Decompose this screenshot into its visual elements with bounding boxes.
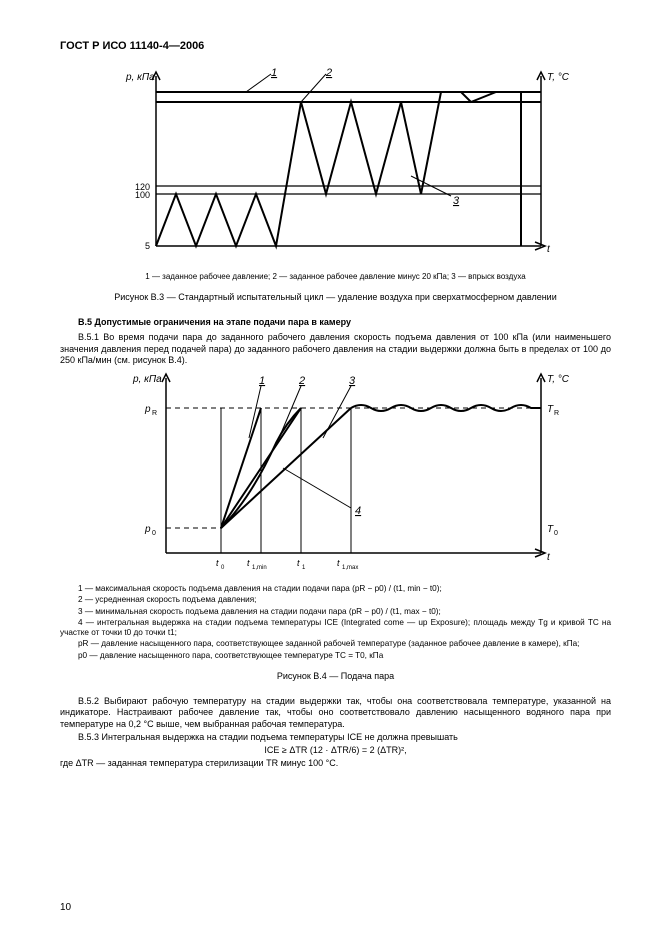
chart-b4-svg: p, кПа T, °C t pR p0 TR T0 t0 t1,min t1 … xyxy=(101,368,571,578)
para-b5-2: В.5.2 Выбирают рабочую температуру на ст… xyxy=(60,696,611,730)
axis-t-label: T, °C xyxy=(547,72,570,83)
svg-text:3: 3 xyxy=(349,375,356,387)
figure-b3: p, кПа T, °C t 120 100 5 1 2 3 xyxy=(60,66,611,266)
svg-text:0: 0 xyxy=(554,530,558,537)
page-number: 10 xyxy=(60,902,71,915)
callout-3: 3 xyxy=(453,195,460,207)
page: ГОСТ Р ИСО 11140-4—2006 xyxy=(0,0,661,936)
figure-b3-legend: 1 — заданное рабочее давление; 2 — задан… xyxy=(60,272,611,282)
svg-text:0: 0 xyxy=(152,530,156,537)
para-b5-3: В.5.3 Интегральная выдержка на стадии по… xyxy=(60,732,611,743)
svg-text:2: 2 xyxy=(298,375,305,387)
axis-time-label: t xyxy=(547,244,551,255)
figure-b3-title: Рисунок В.3 — Стандартный испытательный … xyxy=(60,292,611,303)
ytick-5: 5 xyxy=(145,241,150,251)
svg-text:4: 4 xyxy=(355,505,361,517)
figure-b4-title: Рисунок В.4 — Подача пара xyxy=(60,671,611,682)
figure-b4: p, кПа T, °C t pR p0 TR T0 t0 t1,min t1 … xyxy=(60,368,611,578)
svg-text:T: T xyxy=(547,524,554,535)
svg-text:R: R xyxy=(554,410,559,417)
standard-header: ГОСТ Р ИСО 11140-4—2006 xyxy=(60,40,611,54)
callout-2: 2 xyxy=(325,67,332,79)
svg-text:t: t xyxy=(547,552,551,563)
legend-line-5: pR — давление насыщенного пара, соответс… xyxy=(60,639,611,649)
svg-text:1: 1 xyxy=(259,375,265,387)
chart-b3-svg: p, кПа T, °C t 120 100 5 1 2 3 xyxy=(101,66,571,266)
section-b5-heading: В.5 Допустимые ограничения на этапе пода… xyxy=(60,317,611,328)
svg-text:p, кПа: p, кПа xyxy=(132,374,162,385)
legend-line-3: 3 — минимальная скорость подъема давлени… xyxy=(60,607,611,617)
ytick-100: 100 xyxy=(135,190,150,200)
legend-line-2: 2 — усредненная скорость подъема давлени… xyxy=(60,595,611,605)
svg-text:p: p xyxy=(144,404,151,415)
formula-ice: ICE ≥ ΔTR (12 · ΔTR/6) = 2 (ΔTR)², xyxy=(60,745,611,756)
svg-text:p: p xyxy=(144,524,151,535)
para-where: где ΔTR — заданная температура стерилиза… xyxy=(60,758,611,769)
svg-text:t: t xyxy=(337,558,340,568)
svg-text:1,max: 1,max xyxy=(342,565,358,571)
svg-text:1,min: 1,min xyxy=(252,565,267,571)
svg-text:T: T xyxy=(547,404,554,415)
svg-text:t: t xyxy=(216,558,219,568)
legend-line-4: 4 — интегральная выдержка на стадии подъ… xyxy=(60,618,611,639)
svg-text:T, °C: T, °C xyxy=(547,374,570,385)
svg-text:0: 0 xyxy=(221,565,225,571)
svg-text:t: t xyxy=(247,558,250,568)
legend-line-1: 1 — максимальная скорость подъема давлен… xyxy=(60,584,611,594)
callout-1: 1 xyxy=(271,67,277,79)
axis-p-label: p, кПа xyxy=(125,72,155,83)
legend-line-6: p0 — давление насыщенного пара, соответс… xyxy=(60,651,611,661)
para-b5-1: В.5.1 Во время подачи пара до заданного … xyxy=(60,332,611,366)
figure-b4-legend: 1 — максимальная скорость подъема давлен… xyxy=(60,584,611,661)
svg-text:1: 1 xyxy=(302,565,306,571)
svg-text:t: t xyxy=(297,558,300,568)
svg-text:R: R xyxy=(152,410,157,417)
